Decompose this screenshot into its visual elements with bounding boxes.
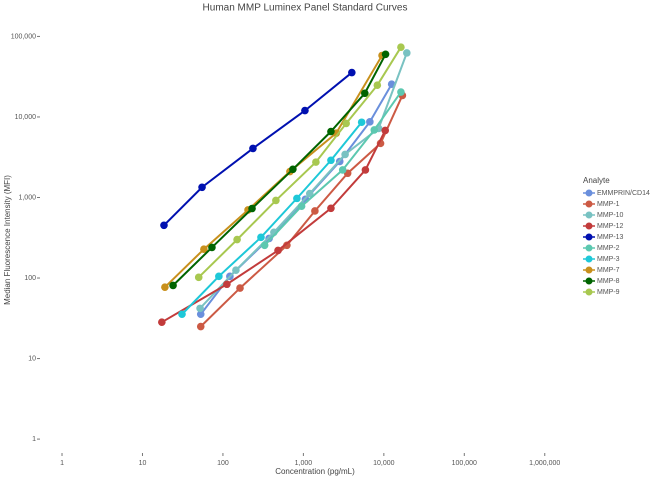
point <box>161 283 169 291</box>
x-tick-label: 100,000 <box>452 460 477 467</box>
point <box>196 310 205 319</box>
point <box>397 43 405 52</box>
y-tick-label: 1,000 <box>18 194 36 201</box>
x-tick-label: 1,000 <box>295 460 313 467</box>
legend-label: MMP-8 <box>597 278 620 285</box>
x-tick-label: 100 <box>217 460 229 467</box>
point <box>357 118 366 127</box>
legend-label: MMP-1 <box>597 201 620 208</box>
point <box>169 281 177 290</box>
legend-title: Analyte <box>583 176 610 185</box>
point <box>158 318 166 326</box>
legend-label: MMP-9 <box>597 289 620 296</box>
point <box>215 272 223 281</box>
point <box>311 207 319 215</box>
x-tick-label: 1 <box>60 460 64 467</box>
point <box>342 119 350 128</box>
x-axis-title: Concentration (pg/mL) <box>275 467 355 476</box>
point <box>208 243 216 252</box>
point <box>194 273 203 282</box>
point <box>301 106 309 115</box>
point <box>260 241 269 250</box>
point <box>198 183 206 192</box>
point <box>283 241 291 250</box>
y-axis-title: Median Fluorescence Intensity (MFI) <box>3 175 12 305</box>
point <box>361 166 370 174</box>
point <box>248 204 256 213</box>
point <box>293 194 301 203</box>
legend-label: MMP-13 <box>597 234 624 241</box>
point <box>348 68 356 77</box>
point <box>397 88 405 96</box>
series-line <box>161 130 387 324</box>
point <box>370 126 379 134</box>
x-tick-label: 10 <box>139 460 147 467</box>
y-tick-label: 100,000 <box>11 33 36 40</box>
point <box>327 156 335 165</box>
legend-label: MMP-10 <box>597 212 624 219</box>
point <box>236 284 244 292</box>
legend-label: MMP-12 <box>597 223 624 230</box>
chart-title: Human MMP Luminex Panel Standard Curves <box>203 3 408 14</box>
point <box>274 246 282 255</box>
legend-label: MMP-2 <box>597 245 620 252</box>
point <box>381 126 390 135</box>
legend-label: EMMPRIN/CD147 <box>597 190 650 197</box>
point <box>338 166 347 174</box>
point <box>403 49 411 57</box>
point <box>327 204 335 213</box>
point <box>341 150 349 159</box>
point <box>196 322 205 331</box>
point <box>305 189 314 198</box>
point <box>223 280 231 289</box>
point <box>297 202 306 210</box>
point <box>373 81 382 90</box>
y-tick-label: 100 <box>24 275 36 282</box>
point <box>327 127 335 136</box>
point <box>200 245 208 254</box>
y-tick-label: 10 <box>28 355 36 362</box>
point <box>312 158 320 166</box>
series-line <box>199 52 408 310</box>
series-line <box>181 121 363 315</box>
legend-label: MMP-7 <box>597 267 620 274</box>
point <box>289 165 297 174</box>
point <box>361 89 369 98</box>
point <box>196 304 204 313</box>
series-line <box>164 54 383 288</box>
point <box>272 196 280 205</box>
legend-label: MMP-3 <box>597 256 620 263</box>
point <box>160 221 168 230</box>
point <box>257 233 265 242</box>
x-tick-label: 10,000 <box>373 460 395 467</box>
point <box>366 118 374 126</box>
point <box>249 144 257 153</box>
x-tick-label: 1,000,000 <box>529 460 560 467</box>
y-tick-label: 1 <box>32 436 36 443</box>
point <box>232 266 240 275</box>
point <box>178 310 186 319</box>
point <box>381 50 390 59</box>
y-tick-label: 10,000 <box>15 114 37 121</box>
point <box>233 235 241 244</box>
